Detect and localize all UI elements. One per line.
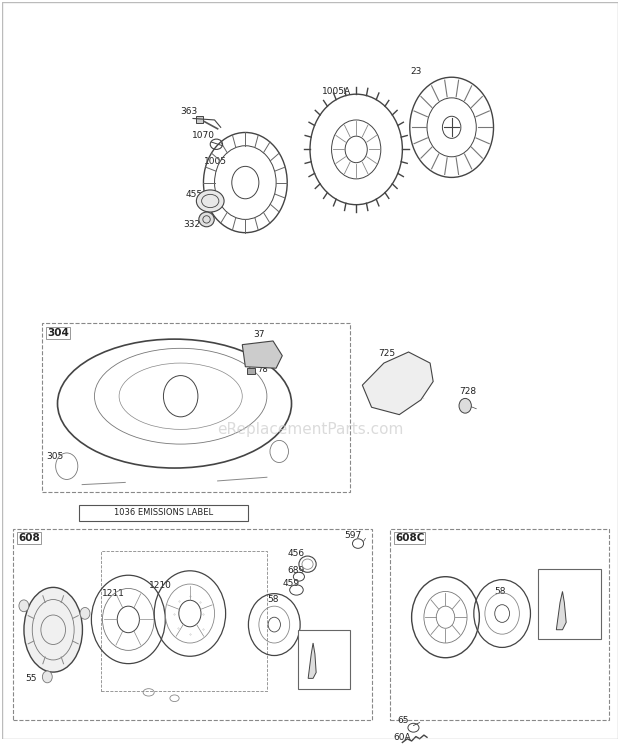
Ellipse shape [199,212,215,227]
Text: 60A: 60A [393,734,411,743]
Text: 1070: 1070 [192,132,215,141]
Text: 332: 332 [184,219,201,228]
Bar [100,551,267,691]
Text: 1036 EMISSIONS LABEL: 1036 EMISSIONS LABEL [114,508,213,517]
Text: 55: 55 [25,674,37,683]
Circle shape [80,607,90,619]
Text: eReplacementParts.com: eReplacementParts.com [217,422,403,437]
Text: 60: 60 [300,634,312,643]
Text: 65: 65 [397,716,409,725]
Bar [390,529,609,720]
Ellipse shape [197,190,224,212]
Text: 597: 597 [345,531,361,540]
Text: 37: 37 [254,330,265,339]
Text: 1005A: 1005A [322,87,352,96]
Text: 78: 78 [258,365,268,374]
Ellipse shape [24,587,82,672]
Bar [196,116,203,123]
Text: 1211: 1211 [102,589,125,598]
Polygon shape [362,352,433,414]
Text: 456: 456 [287,549,304,558]
Text: 305: 305 [46,452,64,461]
Polygon shape [242,341,282,368]
Circle shape [459,399,471,413]
Text: 58: 58 [495,587,507,597]
Text: 728: 728 [459,387,476,396]
Text: 1005: 1005 [204,157,227,166]
Bar [538,569,601,639]
Text: 689: 689 [287,566,304,575]
Bar [298,629,350,689]
Text: 1210: 1210 [149,581,172,590]
Text: 608: 608 [18,533,40,543]
Text: 23: 23 [410,67,422,77]
Bar [13,529,371,720]
Polygon shape [308,643,316,679]
Bar [79,504,249,521]
Text: 608C: 608C [395,533,424,543]
Text: 725: 725 [378,349,395,358]
Polygon shape [556,591,566,629]
Circle shape [42,671,52,683]
Text: 60: 60 [541,575,552,584]
Bar [42,323,350,492]
Text: 304: 304 [47,328,69,339]
Text: 58: 58 [267,595,278,604]
Circle shape [19,600,29,612]
Text: 455: 455 [185,190,203,199]
Text: 459: 459 [282,579,299,588]
Bar [247,368,255,374]
Text: 363: 363 [180,107,198,116]
